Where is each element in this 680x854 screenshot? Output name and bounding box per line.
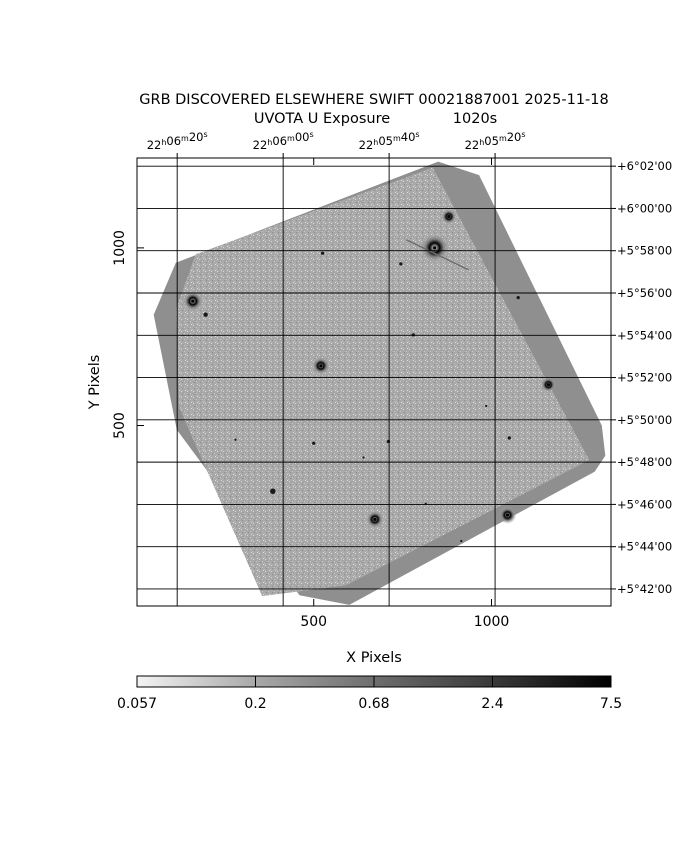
source-core — [447, 215, 451, 219]
source-point — [460, 539, 463, 543]
x-axis-label: X Pixels — [346, 650, 402, 666]
exposure-main-region — [175, 167, 590, 597]
source-point — [399, 262, 403, 266]
dec-tick-label: +5°44'00 — [617, 540, 672, 554]
y-tick-label: 1000 — [112, 230, 128, 266]
colorbar-ticks: 0.057 0.2 0.68 2.4 7.5 — [117, 676, 622, 712]
dec-tick-label: +6°02'00 — [617, 159, 672, 173]
dec-tick-label: +5°50'00 — [617, 413, 672, 427]
source-core — [433, 246, 437, 250]
source-point — [312, 441, 316, 445]
source-point — [320, 251, 325, 255]
plot-frame — [136, 157, 612, 607]
y-tick-label: 500 — [112, 412, 128, 439]
colorbar-tick-label: 2.4 — [481, 696, 503, 712]
colorbar-tick-label: 0.68 — [358, 696, 389, 712]
dec-tick-label: +5°54'00 — [617, 328, 672, 342]
dec-tick-label: +5°46'00 — [617, 497, 672, 511]
dec-tick-label: +5°56'00 — [617, 286, 672, 300]
source-point — [234, 438, 237, 441]
colorbar-tick-label: 0.2 — [244, 696, 266, 712]
source-point — [507, 436, 511, 440]
source-point — [270, 488, 276, 494]
figure-title: GRB DISCOVERED ELSEWHERE SWIFT 000218870… — [139, 92, 608, 108]
axis-ticks: 22h06m20s 22h06m00s 22h05m40s 22h05m20s +6°0… — [112, 130, 672, 630]
source-core — [546, 383, 551, 387]
source-core — [191, 299, 195, 303]
dec-tick-label: +5°52'00 — [617, 371, 672, 385]
ra-tick-label: 22h05m40s — [359, 130, 420, 152]
point-sources — [182, 208, 557, 543]
dec-tick-label: +6°00'00 — [617, 201, 672, 215]
source-core — [319, 364, 323, 368]
colorbar-tick-label: 0.057 — [117, 696, 157, 712]
exposure-map-image — [153, 161, 606, 605]
dec-tick-label: +5°42'00 — [617, 582, 672, 596]
exposure-filter-label: UVOTA U Exposure — [254, 111, 390, 127]
dec-tick-label: +5°48'00 — [617, 455, 672, 469]
ra-tick-label: 22h05m20s — [465, 130, 526, 152]
colorbar-tick-label: 7.5 — [600, 696, 622, 712]
dec-tick-label: +5°58'00 — [617, 244, 672, 258]
source-core — [505, 513, 510, 517]
y-axis-label: Y Pixels — [87, 355, 103, 411]
source-point — [485, 404, 488, 408]
x-tick-label: 500 — [300, 614, 327, 630]
source-point — [516, 295, 520, 300]
coordinate-grid — [137, 158, 611, 606]
ra-tick-label: 22h06m00s — [253, 130, 314, 152]
diffraction-spike — [406, 239, 469, 271]
source-point — [203, 312, 208, 317]
x-tick-label: 1000 — [474, 614, 510, 630]
source-point — [362, 456, 365, 459]
source-core — [373, 517, 377, 521]
exposure-time-label: 1020s — [453, 111, 497, 127]
ra-tick-label: 22h06m20s — [147, 130, 208, 152]
